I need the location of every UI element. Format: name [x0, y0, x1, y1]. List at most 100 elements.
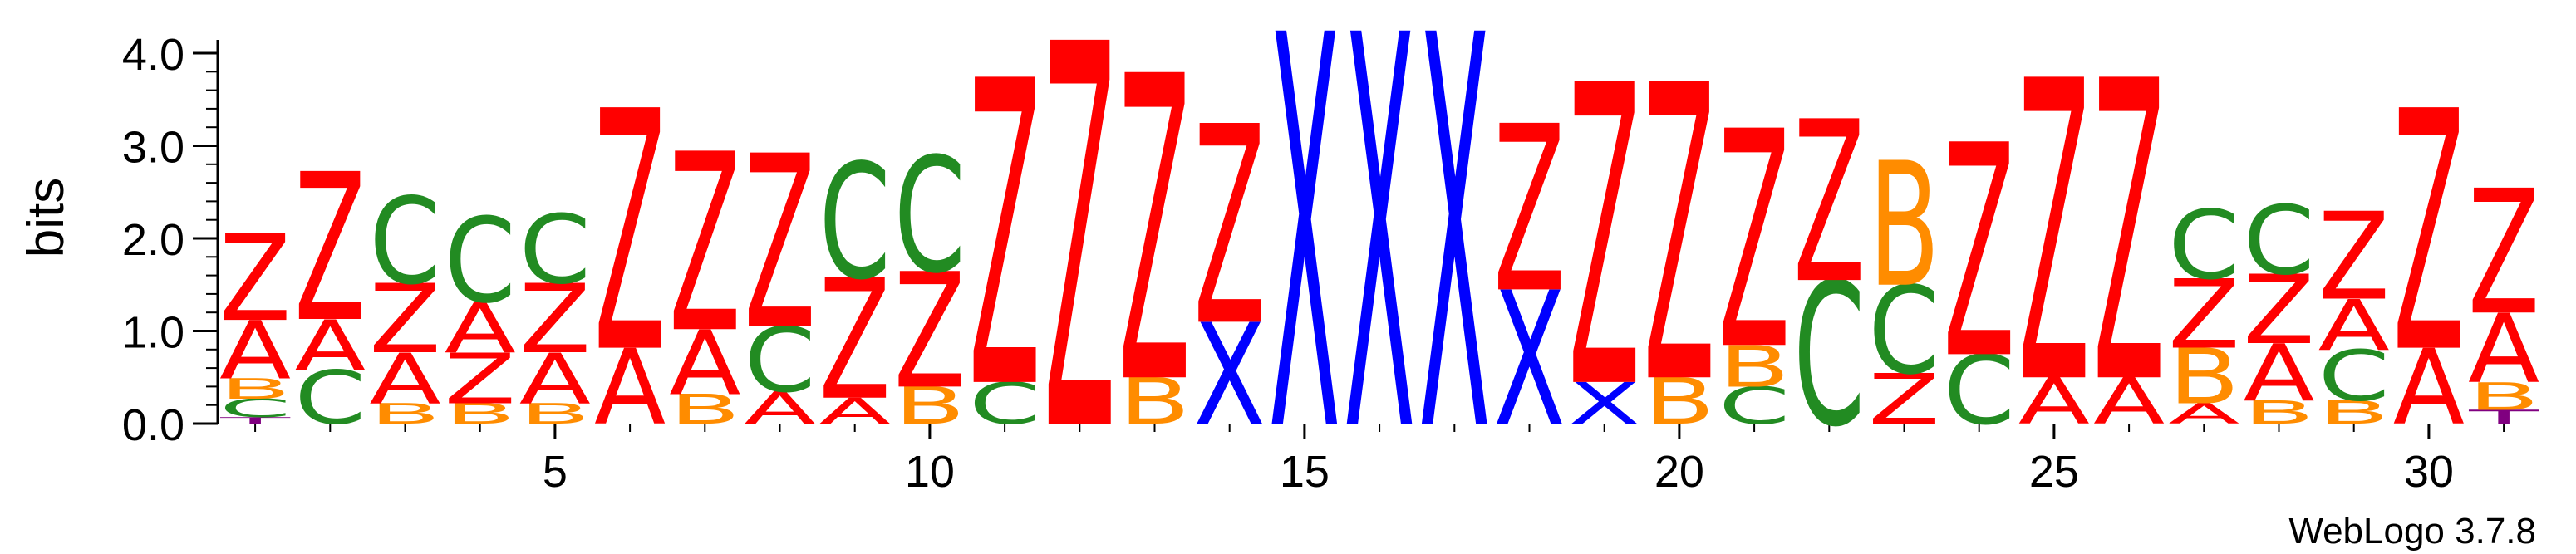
logo-letter-A: A	[2468, 294, 2539, 404]
y-tick-label: 1.0	[122, 308, 184, 358]
logo-letter-A: A	[445, 288, 516, 369]
logo-letter-B: B	[1718, 334, 1790, 400]
logo-letter-X: X	[1344, 0, 1415, 552]
y-tick-label: 2.0	[122, 215, 184, 265]
logo-letter-B: B	[669, 386, 740, 433]
logo-letter-A: A	[294, 306, 366, 386]
logo-letter-B: B	[2318, 395, 2390, 431]
logo-letter-Z: Z	[2093, 0, 2165, 475]
logo-letter-A: A	[2093, 365, 2165, 439]
logo-letter-B: B	[1118, 365, 1190, 439]
logo-letter-A: A	[519, 340, 591, 420]
logo-letter-Z: Z	[2468, 154, 2539, 353]
logo-letter-Z: Z	[1793, 75, 1865, 333]
x-tick-label: 5	[543, 447, 568, 497]
logo-letter-B: B	[445, 398, 516, 430]
logo-letter-C: C	[2243, 186, 2314, 297]
logo-letter-C: C	[445, 194, 516, 330]
logo-letter-Z: Z	[1493, 79, 1565, 344]
logo-letter-X: X	[1493, 254, 1565, 468]
logo-column-20: BZ	[1644, 2, 1715, 473]
logo-letter-A: A	[669, 311, 740, 414]
logo-column-30: AZ	[2393, 43, 2465, 449]
logo-letter-Z: Z	[1868, 360, 1939, 440]
y-tick-label: 4.0	[122, 30, 184, 80]
logo-letter-A: A	[2243, 328, 2314, 419]
logo-letter-B: B	[894, 377, 966, 436]
logo-letter-C: C	[1793, 242, 1865, 471]
logo-letter-B: B	[2243, 395, 2314, 431]
logo-column-19: XZ	[1569, 1, 1640, 480]
logo-letter-Z: Z	[2243, 255, 2314, 365]
logo-column-22: CZ	[1793, 75, 1865, 470]
logo-letter-Z: Z	[1194, 68, 1266, 386]
logo-letter-T: T	[2468, 406, 2539, 429]
x-tick-label: 10	[905, 447, 955, 497]
x-tick-label: 15	[1280, 447, 1330, 497]
logo-letter-Z: Z	[744, 105, 815, 383]
x-tick-label: 20	[1654, 447, 1704, 497]
logo-letter-Z: Z	[1718, 69, 1790, 416]
logo-letter-C: C	[294, 355, 366, 441]
logo-letter-B: B	[1868, 127, 1939, 326]
logo-column-21: CBZ	[1718, 69, 1790, 436]
axes: 0.0 1.0 2.0 3.0 4.0 5 10 15 20 25 30	[122, 30, 2505, 497]
logo-column-13: BZ	[1118, 0, 1190, 477]
logo-letter-A: A	[744, 382, 815, 434]
logo-column-7: BAZ	[669, 103, 740, 433]
logo-letter-A: A	[369, 340, 440, 420]
logo-column-23: ZCB	[1868, 127, 1939, 440]
logo-letter-C: C	[894, 124, 966, 308]
logo-letter-C: C	[519, 195, 591, 306]
y-axis-label: bits	[17, 178, 75, 257]
logo-letter-A: A	[2393, 326, 2465, 449]
logo-column-8: ACZ	[744, 105, 815, 434]
logo-letter-C: C	[1718, 377, 1790, 436]
logo-column-25: AZ	[2018, 0, 2090, 475]
logo-letter-B: B	[519, 398, 591, 430]
logo-letter-X: X	[1418, 0, 1490, 552]
logo-column-10: BZC	[894, 124, 966, 436]
logo-letter-A: A	[2318, 286, 2390, 366]
logo-letter-A: A	[219, 305, 291, 398]
x-tick-label: 25	[2029, 447, 2079, 497]
logo-letter-Z: Z	[969, 0, 1040, 481]
logo-letter-Z: Z	[669, 103, 740, 387]
logo-letter-Z: Z	[1569, 1, 1640, 480]
logo-column-26: AZ	[2093, 0, 2165, 475]
logo-letter-Z: Z	[2018, 0, 2090, 475]
logo-letter-Z: Z	[819, 246, 891, 438]
logo-letter-A: A	[594, 326, 666, 449]
logo-letter-Z: Z	[894, 240, 966, 424]
logo-letter-B: B	[2168, 332, 2239, 421]
logo-letter-Z: Z	[594, 43, 666, 426]
logo-column-18: XZ	[1493, 79, 1565, 468]
logo-letter-C: C	[369, 173, 440, 311]
logo-letter-Z: Z	[219, 209, 291, 348]
logo-column-15: X	[1269, 0, 1340, 552]
logo-letter-A: A	[2168, 398, 2239, 430]
logo-letter-Z: Z	[1118, 0, 1190, 477]
logo-column-11: CZ	[969, 0, 1040, 481]
logo-column-17: X	[1418, 0, 1490, 552]
logo-letter-Z: Z	[294, 131, 366, 367]
logo-letter-C: C	[2318, 336, 2390, 417]
logo-letter-Z: Z	[2168, 260, 2239, 370]
logo-column-9: AZC	[819, 130, 891, 438]
logo-letter-C: C	[744, 310, 815, 413]
logo-column-2: CAZ	[294, 131, 366, 442]
logo-letter-C: C	[819, 130, 891, 315]
logo-letter-A: A	[819, 391, 891, 433]
y-tick-label: 0.0	[122, 400, 184, 450]
logo-column-16: X	[1344, 0, 1415, 552]
logo-column-6: AZ	[594, 43, 666, 449]
